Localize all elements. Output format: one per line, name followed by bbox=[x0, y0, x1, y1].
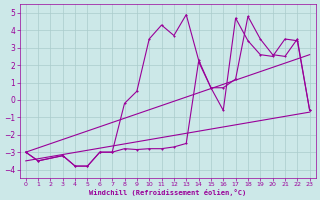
X-axis label: Windchill (Refroidissement éolien,°C): Windchill (Refroidissement éolien,°C) bbox=[89, 189, 246, 196]
